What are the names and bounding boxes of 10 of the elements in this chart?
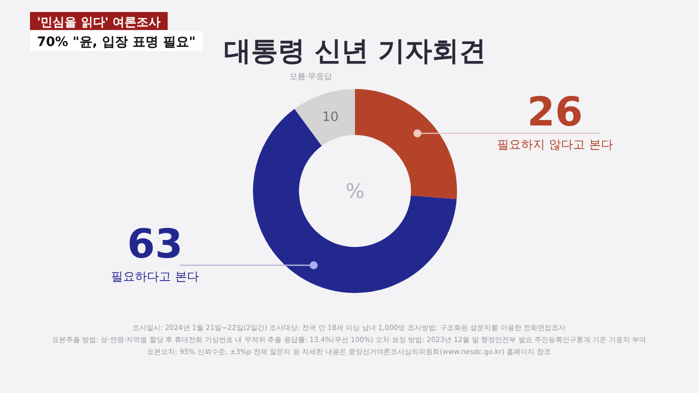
caption: '민심을 읽다' 여론조사 <box>30 12 168 30</box>
slice-label: 필요하지 않다고 본다 <box>497 137 613 152</box>
chart-title: 대통령 신년 기자회견 <box>224 36 486 67</box>
data-label: 63 <box>127 221 183 268</box>
data-label: 10 <box>322 110 339 125</box>
slice-label: 모름·무응답 <box>290 72 332 81</box>
text: % <box>345 179 365 203</box>
caption2: 70% "윤, 입장 표명 필요" <box>30 31 203 51</box>
data-label: 26 <box>527 89 583 136</box>
slice-label: 필요하다고 본다 <box>111 269 199 284</box>
